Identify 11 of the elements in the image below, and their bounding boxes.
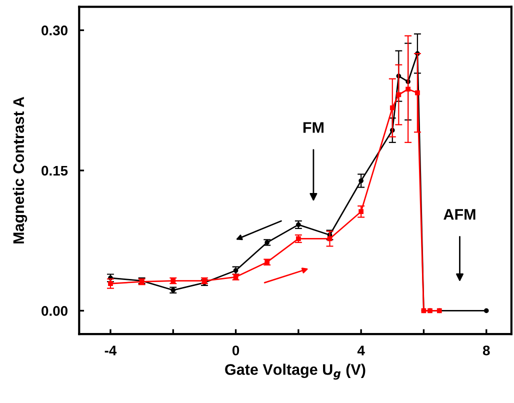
- x-tick-label: 8: [482, 346, 490, 356]
- annotation: AFM: [444, 209, 476, 220]
- x-axis-title: Gate Voltage U$_{g}$ (V): [225, 364, 366, 380]
- x-tick-label: 4: [357, 346, 365, 356]
- x-tick-label: 0: [232, 346, 240, 356]
- y-tick-label: 0.30: [42, 26, 68, 36]
- y-tick-label: 0.15: [42, 166, 68, 176]
- y-axis-title: Magnetic Contrast A: [12, 96, 28, 244]
- x-tick-label: -4: [104, 346, 117, 356]
- annotation: FM: [303, 122, 324, 133]
- y-tick-label: 0.00: [42, 306, 68, 316]
